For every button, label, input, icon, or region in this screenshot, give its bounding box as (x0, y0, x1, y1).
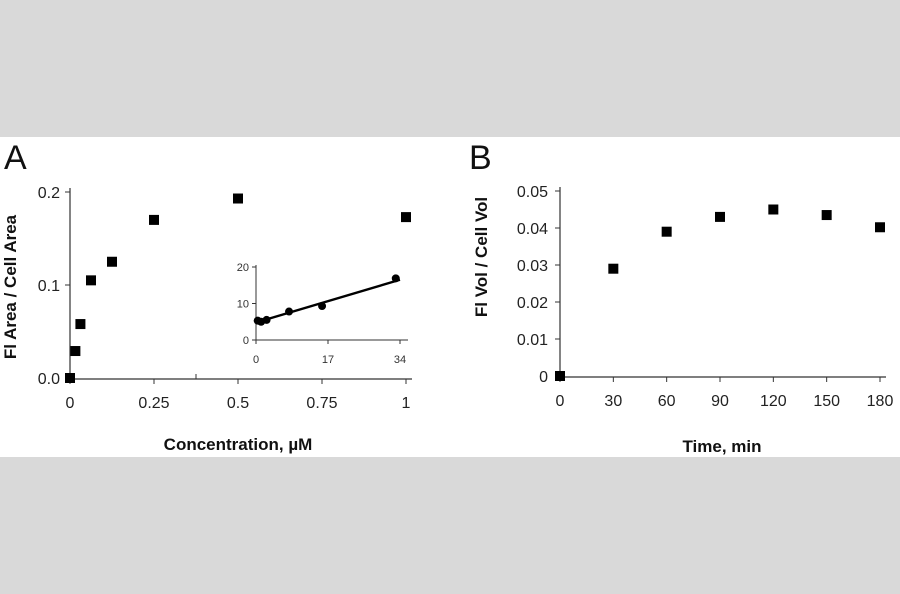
panel-a-data-point (149, 214, 159, 225)
panel-b: B Fl Vol / Cell Vol Time, min 0 30 60 90 120… (469, 139, 893, 456)
panel-a-x-tick-label: 0.75 (306, 395, 337, 412)
panel-b-data-point (875, 222, 885, 233)
panel-b-data-point (555, 371, 565, 381)
inset-fit-line (255, 278, 401, 324)
inset-x-tick-label: 0 (253, 354, 259, 366)
panel-a-x-tick-label: 1 (402, 395, 411, 412)
panel-a-y-tick-label: 0.1 (38, 278, 60, 295)
panel-b-label: B (469, 139, 492, 177)
panel-a-x-tick-label: 0.25 (138, 395, 169, 412)
panel-b-data-point (715, 211, 725, 222)
panel-b-x-tick-label: 30 (604, 393, 622, 410)
panel-b-y-axis-title: Fl Vol / Cell Vol (472, 197, 491, 317)
panel-b-y-tick-label: 0.03 (517, 258, 548, 275)
panel-a-data-point (75, 319, 86, 330)
figure-svg: A Fl Area / Cell Area Concentration, µM … (1, 139, 893, 456)
panel-a-data-point (107, 256, 117, 267)
panel-a-data-point (233, 193, 243, 204)
panel-a-data-point (65, 373, 75, 383)
panel-a-data-point (401, 212, 411, 223)
panel-b-x-tick-label: 0 (556, 393, 565, 410)
panel-b-x-tick-label: 120 (760, 393, 787, 410)
panel-b-data-point (608, 263, 619, 274)
panel-b-x-tick-label: 60 (658, 393, 676, 410)
panel-b-x-tick-label: 150 (813, 393, 840, 410)
panel-b-y-tick-label: 0 (539, 369, 548, 386)
inset-x-tick-label: 34 (394, 354, 406, 366)
panel-a-x-tick-label: 0 (66, 395, 75, 412)
panel-b-y-tick-label: 0.04 (517, 221, 548, 238)
figure-panel: A Fl Area / Cell Area Concentration, µM … (0, 137, 900, 457)
panel-a-x-tick-label: 0.5 (227, 395, 249, 412)
inset-data-point (285, 307, 294, 316)
panel-b-x-axis-title: Time, min (682, 437, 761, 456)
panel-a-y-axis-title: Fl Area / Cell Area (1, 214, 20, 359)
inset-data-point (391, 274, 400, 283)
inset-x-tick-label: 17 (322, 354, 334, 366)
panel-a-points (65, 193, 411, 383)
panel-a-y-tick-label: 0.0 (38, 371, 60, 388)
inset-y-tick-label: 20 (237, 262, 249, 274)
panel-b-y-tick-label: 0.05 (517, 184, 548, 201)
panel-a: A Fl Area / Cell Area Concentration, µM … (1, 139, 412, 454)
panel-b-y-tick-label: 0.02 (517, 295, 548, 312)
panel-a-x-axis-title: Concentration, µM (164, 435, 313, 454)
panel-b-data-point (661, 226, 672, 237)
panel-a-inset: 0 17 34 0 10 20 (237, 262, 408, 366)
panel-b-x-tick-label: 180 (867, 393, 894, 410)
panel-a-label: A (4, 139, 27, 177)
inset-y-tick-label: 10 (237, 299, 249, 311)
panel-b-data-point (768, 204, 779, 215)
panel-b-y-tick-label: 0.01 (517, 332, 548, 349)
panel-b-points (555, 204, 885, 381)
inset-data-point (262, 315, 271, 324)
inset-y-tick-label: 0 (243, 335, 249, 347)
panel-b-axes: 0 30 60 90 120 150 180 0 0.01 0.02 0.03 0.04 0.05 (517, 184, 894, 410)
panel-a-data-point (70, 346, 81, 357)
panel-a-y-tick-label: 0.2 (38, 185, 60, 202)
panel-a-data-point (86, 275, 96, 286)
panel-b-x-tick-label: 90 (711, 393, 729, 410)
panel-b-data-point (821, 210, 832, 221)
inset-data-point (318, 302, 327, 311)
panel-a-axes: 0 0.25 0.5 0.75 1 0.0 0.1 0.2 (38, 185, 412, 412)
